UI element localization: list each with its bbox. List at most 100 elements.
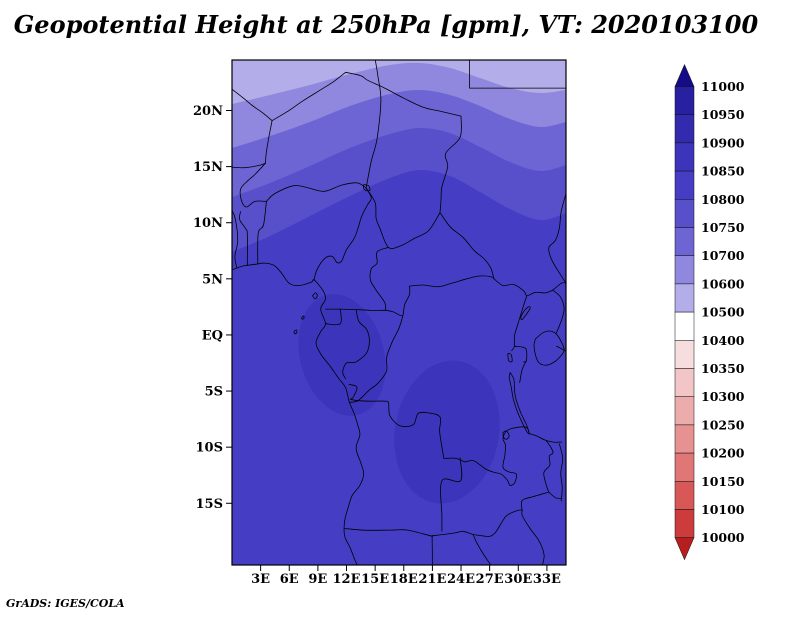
colorbar-patch (674, 114, 695, 144)
colorbar-patch (674, 340, 695, 369)
lon-tick-label: 27E (476, 572, 504, 587)
border-line (239, 162, 267, 208)
colorbar-patch (674, 368, 695, 397)
border-line (439, 115, 462, 213)
colorbar-patch (674, 199, 695, 228)
border-line (440, 457, 463, 532)
lon-tick-label: 24E (447, 572, 475, 587)
lon-tick-label: 12E (333, 572, 361, 587)
colorbar-label: 10700 (701, 248, 745, 263)
colorbar-label: 10750 (701, 220, 745, 235)
border-line (257, 201, 267, 265)
colorbar-patch (674, 142, 695, 172)
lon-tick-label: 30E (504, 572, 532, 587)
colorbar-bottom-arrow (674, 537, 695, 561)
colorbar-patch (674, 227, 695, 256)
border-line (443, 426, 530, 486)
dark-contour-pocket (298, 294, 386, 416)
border-line (265, 120, 273, 164)
map-frame (231, 59, 567, 566)
border-line (293, 329, 298, 335)
border-line (533, 330, 565, 366)
lat-tick-label: 15S (196, 497, 223, 512)
lat-tick-label: EQ (202, 328, 223, 343)
border-line (472, 509, 523, 537)
border-line (232, 262, 365, 565)
border-line (238, 211, 248, 266)
lon-tick-label: 33E (533, 572, 561, 587)
shaded-field (232, 60, 566, 565)
colorbar-label: 10200 (701, 446, 745, 461)
border-line (439, 212, 495, 280)
border-line (548, 491, 563, 499)
lon-tick-label: 18E (390, 572, 418, 587)
border-line (521, 509, 545, 565)
border-line (365, 60, 382, 189)
lon-tick-label: 9E (308, 572, 327, 587)
border-line (508, 372, 530, 435)
lat-tick-label: 20N (193, 104, 223, 119)
colorbar-label: 10100 (701, 502, 745, 517)
country-borders (232, 60, 566, 565)
border-line (472, 534, 492, 565)
lon-tick-label: 15E (361, 572, 389, 587)
colorbar-patch (674, 311, 695, 341)
border-line (344, 528, 434, 537)
border-line (363, 184, 371, 192)
border-line (369, 247, 389, 311)
colorbar-label: 10000 (701, 530, 745, 545)
colorbar-label: 10600 (701, 276, 745, 291)
lat-tick-label: 15N (193, 160, 223, 175)
colorbar-label: 10500 (701, 305, 745, 320)
colorbar-label: 10950 (701, 107, 745, 122)
border-line (232, 88, 273, 121)
contour-band (232, 60, 566, 104)
colorbar-patch (674, 481, 695, 510)
border-line (232, 210, 239, 268)
colorbar-label: 10900 (701, 135, 745, 150)
border-line (511, 295, 528, 352)
border-line (349, 398, 445, 459)
lat-tick-label: 10S (196, 441, 223, 456)
colorbar-patch (674, 255, 695, 285)
border-line (552, 289, 565, 335)
colorbar-label: 11000 (701, 79, 745, 94)
colorbar-label: 10400 (701, 333, 745, 348)
border-line (385, 309, 404, 317)
border-line (271, 71, 346, 121)
border-line (345, 71, 462, 117)
border-line (348, 383, 358, 400)
border-line (349, 285, 411, 403)
border-line (493, 278, 566, 297)
grads-credit: GrADS: IGES/COLA (6, 597, 125, 610)
border-line (232, 162, 266, 169)
border-line (313, 187, 372, 281)
dark-contour-pocket (394, 360, 500, 504)
border-line (507, 353, 513, 363)
border-line (502, 430, 510, 440)
colorbar-patch (674, 86, 695, 115)
colorbar-patch (674, 396, 695, 426)
border-line (431, 530, 474, 537)
border-line (520, 491, 550, 511)
border-line (548, 193, 566, 284)
border-line (266, 182, 367, 202)
border-line (312, 292, 318, 300)
lat-tick-label: 10N (193, 216, 223, 231)
border-line (543, 440, 554, 493)
border-line (558, 443, 564, 502)
colorbar-patch (674, 509, 695, 538)
colorbar: 11000 10950 10900 10850 10800 10750 10700 10600… (674, 63, 745, 561)
colorbar-label: 10150 (701, 474, 745, 489)
lon-tick-label: 21E (418, 572, 446, 587)
lat-tick-label: 5S (205, 385, 223, 400)
border-line (325, 308, 342, 326)
colorbar-label: 10300 (701, 389, 745, 404)
colorbar-label: 10850 (701, 164, 745, 179)
colorbar-patch (674, 424, 695, 454)
colorbar-label: 10800 (701, 192, 745, 207)
lon-tick-label: 6E (280, 572, 299, 587)
plot-title: Geopotential Height at 250hPa [gpm], VT:… (13, 10, 759, 39)
colorbar-label: 10250 (701, 417, 745, 432)
